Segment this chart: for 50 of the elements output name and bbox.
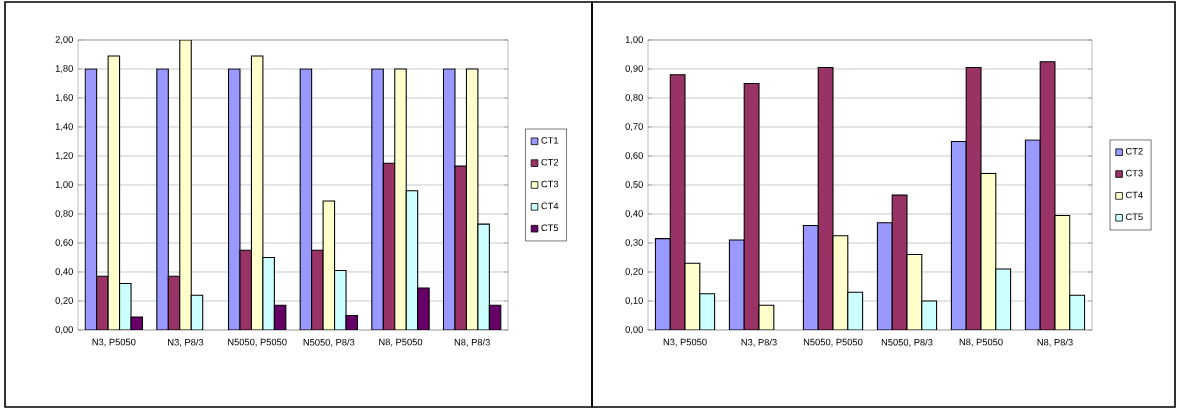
y-tick-label: 0,20 bbox=[625, 268, 643, 276]
x-tick-label: N8, P8/3 bbox=[454, 338, 490, 347]
legend-label: CT4 bbox=[541, 202, 559, 210]
y-tick-label: 1,00 bbox=[625, 36, 643, 44]
legend-label: CT1 bbox=[541, 137, 559, 144]
x-tick-label: N5050, P5050 bbox=[228, 338, 287, 347]
x-tick-label: N5050, P8/3 bbox=[881, 338, 933, 347]
bar bbox=[371, 68, 384, 330]
legend-label: CT2 bbox=[541, 158, 559, 166]
x-tick-label: N5050, P5050 bbox=[803, 338, 863, 347]
y-tick-label: 1,20 bbox=[55, 152, 73, 160]
y-tick-label: 0,60 bbox=[55, 239, 73, 247]
y-tick-label: 1,40 bbox=[55, 123, 73, 131]
bar bbox=[156, 68, 169, 330]
x-tick-label: N8, P5050 bbox=[379, 338, 423, 347]
bar bbox=[847, 291, 864, 330]
y-tick-label: 0,10 bbox=[625, 297, 643, 305]
y-tick-label: 0,90 bbox=[625, 65, 643, 73]
y-tick-label: 0,40 bbox=[55, 268, 73, 276]
y-tick-label: 0,60 bbox=[625, 152, 643, 160]
x-tick-label: N3, P5050 bbox=[663, 338, 707, 347]
y-tick-label: 0,40 bbox=[625, 210, 643, 218]
legend-label: CT5 bbox=[541, 224, 559, 232]
x-tick-label: N8, P8/3 bbox=[1037, 338, 1073, 347]
legend-label: CT2 bbox=[1125, 147, 1143, 155]
y-tick-label: 0,70 bbox=[625, 123, 643, 131]
bar bbox=[699, 293, 716, 330]
x-tick-label: N5050, P8/3 bbox=[303, 338, 355, 347]
y-tick-label: 0,00 bbox=[625, 326, 643, 334]
y-tick-label: 2,00 bbox=[55, 36, 73, 44]
y-tick-label: 1,80 bbox=[55, 65, 73, 73]
legend-label: CT3 bbox=[541, 180, 559, 188]
legend-label: CT3 bbox=[1125, 169, 1143, 177]
y-tick-label: 0,80 bbox=[55, 210, 73, 218]
y-tick-label: 0,20 bbox=[55, 297, 73, 305]
y-tick-label: 0,00 bbox=[55, 326, 73, 334]
bar bbox=[1069, 294, 1086, 330]
legend-label: CT5 bbox=[1125, 213, 1143, 221]
x-tick-label: N3, P8/3 bbox=[168, 338, 204, 347]
bar bbox=[417, 287, 430, 330]
y-tick-label: 0,50 bbox=[625, 181, 643, 189]
x-tick-label: N3, P5050 bbox=[92, 338, 136, 347]
y-tick-label: 0,30 bbox=[625, 239, 643, 247]
bar bbox=[995, 268, 1012, 330]
y-tick-label: 1,00 bbox=[55, 181, 73, 189]
y-tick-label: 1,60 bbox=[55, 94, 73, 102]
x-tick-label: N8, P5050 bbox=[959, 338, 1003, 347]
legend-label: CT4 bbox=[1125, 191, 1143, 199]
x-tick-label: N3, P8/3 bbox=[741, 338, 777, 347]
y-tick-label: 0,80 bbox=[625, 94, 643, 102]
